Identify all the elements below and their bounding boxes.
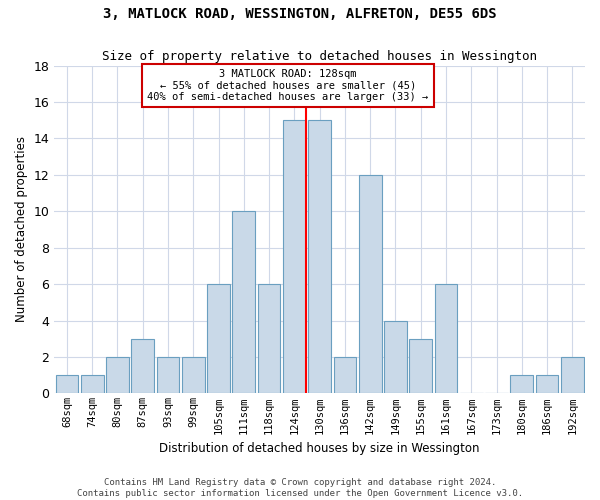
Bar: [106, 357, 129, 394]
Text: 3, MATLOCK ROAD, WESSINGTON, ALFRETON, DE55 6DS: 3, MATLOCK ROAD, WESSINGTON, ALFRETON, D…: [103, 8, 497, 22]
Bar: [359, 175, 382, 394]
Bar: [334, 357, 356, 394]
Bar: [308, 120, 331, 394]
Bar: [283, 120, 306, 394]
Bar: [56, 375, 78, 394]
Y-axis label: Number of detached properties: Number of detached properties: [15, 136, 28, 322]
Bar: [536, 375, 559, 394]
Text: Contains HM Land Registry data © Crown copyright and database right 2024.
Contai: Contains HM Land Registry data © Crown c…: [77, 478, 523, 498]
Bar: [182, 357, 205, 394]
Bar: [232, 212, 255, 394]
Bar: [157, 357, 179, 394]
Bar: [81, 375, 104, 394]
Text: 3 MATLOCK ROAD: 128sqm
← 55% of detached houses are smaller (45)
40% of semi-det: 3 MATLOCK ROAD: 128sqm ← 55% of detached…: [147, 69, 428, 102]
Bar: [409, 339, 432, 394]
Bar: [511, 375, 533, 394]
Bar: [207, 284, 230, 394]
Bar: [384, 320, 407, 394]
Bar: [131, 339, 154, 394]
X-axis label: Distribution of detached houses by size in Wessington: Distribution of detached houses by size …: [160, 442, 480, 455]
Bar: [434, 284, 457, 394]
Bar: [258, 284, 280, 394]
Title: Size of property relative to detached houses in Wessington: Size of property relative to detached ho…: [102, 50, 537, 63]
Bar: [561, 357, 584, 394]
